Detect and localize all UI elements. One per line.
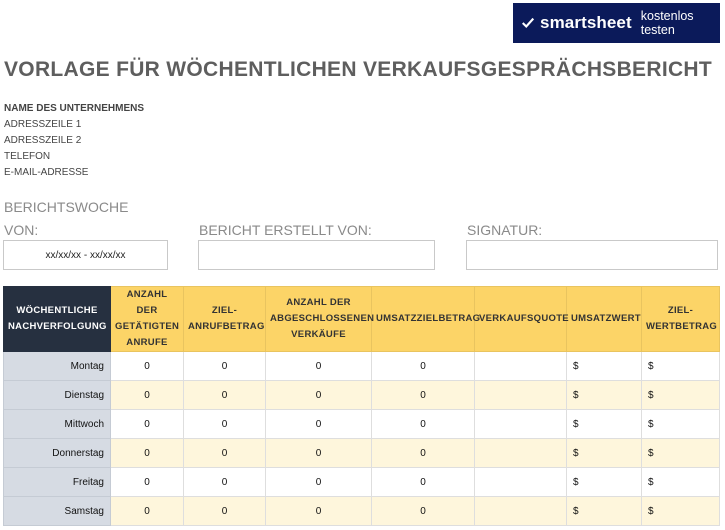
column-header: ZIEL-WERTBETRAG [641, 286, 720, 352]
table-row: Dienstag 0 0 0 0 $ $ [3, 380, 720, 410]
day-cell: Montag [3, 351, 111, 381]
from-label: VON: [4, 222, 39, 238]
column-header: WÖCHENTLICHE NACHVERFOLGUNG [3, 286, 111, 352]
email-address: E-MAIL-ADRESSE [4, 167, 89, 178]
table-cell[interactable]: $ [566, 438, 642, 468]
table-cell[interactable]: 0 [110, 496, 184, 526]
table-cell[interactable] [474, 496, 567, 526]
table-cell[interactable]: 0 [110, 438, 184, 468]
table-cell[interactable]: 0 [183, 351, 266, 381]
column-header: ZIEL-ANRUFBETRAG [183, 286, 266, 352]
table-row: Donnerstag 0 0 0 0 $ $ [3, 438, 720, 468]
weekly-sales-table: WÖCHENTLICHE NACHVERFOLGUNG ANZAHL DER G… [3, 286, 720, 526]
day-cell: Dienstag [3, 380, 111, 410]
table-cell[interactable]: 0 [110, 380, 184, 410]
table-cell[interactable]: 0 [371, 438, 475, 468]
day-cell: Mittwoch [3, 409, 111, 439]
table-cell[interactable]: 0 [183, 438, 266, 468]
day-cell: Donnerstag [3, 438, 111, 468]
phone: TELEFON [4, 151, 51, 162]
address-line-1: ADRESSZEILE 1 [4, 119, 82, 130]
created-by-field[interactable] [198, 240, 435, 270]
table-cell[interactable]: 0 [183, 496, 266, 526]
table-cell[interactable]: $ [641, 351, 720, 381]
report-week-label: BERICHTSWOCHE [4, 199, 129, 215]
column-header: UMSATZWERT [566, 286, 642, 352]
company-block: NAME DES UNTERNEHMENS ADRESSZEILE 1 ADRE… [4, 101, 144, 181]
table-header-row: WÖCHENTLICHE NACHVERFOLGUNG ANZAHL DER G… [3, 286, 720, 352]
from-field[interactable]: xx/xx/xx - xx/xx/xx [3, 240, 168, 270]
table-row: Samstag 0 0 0 0 $ $ [3, 496, 720, 526]
column-header: UMSATZZIELBETRAG [371, 286, 480, 352]
table-cell[interactable]: 0 [371, 467, 475, 497]
table-cell[interactable]: $ [566, 380, 642, 410]
table-row: Mittwoch 0 0 0 0 $ $ [3, 409, 720, 439]
column-header: ANZAHL DER ABGESCHLOSSENEN VERKÄUFE [265, 286, 374, 352]
table-cell[interactable]: $ [641, 467, 720, 497]
table-cell[interactable]: 0 [371, 496, 475, 526]
table-cell[interactable]: 0 [265, 380, 372, 410]
company-name: NAME DES UNTERNEHMENS [4, 103, 145, 114]
table-row: Freitag 0 0 0 0 $ $ [3, 467, 720, 497]
table-cell[interactable]: $ [641, 496, 720, 526]
signature-label: SIGNATUR: [467, 222, 543, 238]
day-cell: Samstag [3, 496, 111, 526]
day-cell: Freitag [3, 467, 111, 497]
table-cell[interactable] [474, 438, 567, 468]
table-cell[interactable] [474, 351, 567, 381]
page-title: VORLAGE FÜR WÖCHENTLICHEN VERKAUFSGESPRÄ… [4, 58, 713, 81]
free-trial-link[interactable]: kostenlos testen [640, 9, 694, 37]
table-cell[interactable]: $ [566, 351, 642, 381]
table-cell[interactable]: 0 [183, 467, 266, 497]
table-cell[interactable]: $ [566, 496, 642, 526]
table-cell[interactable]: 0 [110, 409, 184, 439]
table-row: Montag 0 0 0 0 $ $ [3, 351, 720, 381]
brand-name: smartsheet [540, 13, 632, 32]
table-cell[interactable]: 0 [265, 409, 372, 439]
table-cell[interactable]: 0 [183, 380, 266, 410]
table-cell[interactable]: 0 [110, 351, 184, 381]
table-cell[interactable]: $ [566, 409, 642, 439]
table-cell[interactable] [474, 467, 567, 497]
signature-field[interactable] [466, 240, 718, 270]
table-cell[interactable]: $ [641, 409, 720, 439]
table-cell[interactable]: 0 [371, 409, 475, 439]
table-cell[interactable]: 0 [265, 438, 372, 468]
table-cell[interactable]: 0 [265, 351, 372, 381]
table-cell[interactable]: 0 [371, 380, 475, 410]
table-cell[interactable] [474, 409, 567, 439]
table-cell[interactable] [474, 380, 567, 410]
table-cell[interactable]: $ [641, 438, 720, 468]
table-cell[interactable]: 0 [183, 409, 266, 439]
table-cell[interactable]: 0 [110, 467, 184, 497]
table-cell[interactable]: $ [641, 380, 720, 410]
column-header: VERKAUFSQUOTE [474, 286, 569, 352]
table-cell[interactable]: $ [566, 467, 642, 497]
table-cell[interactable]: 0 [371, 351, 475, 381]
column-header: ANZAHL DER GETÄTIGTEN ANRUFE [110, 286, 184, 352]
table-cell[interactable]: 0 [265, 467, 372, 497]
smartsheet-banner[interactable]: smartsheet kostenlos testen [513, 3, 720, 43]
check-logo-icon [522, 17, 535, 29]
address-line-2: ADRESSZEILE 2 [4, 135, 82, 146]
created-by-label: BERICHT ERSTELLT VON: [199, 222, 372, 238]
table-cell[interactable]: 0 [265, 496, 372, 526]
